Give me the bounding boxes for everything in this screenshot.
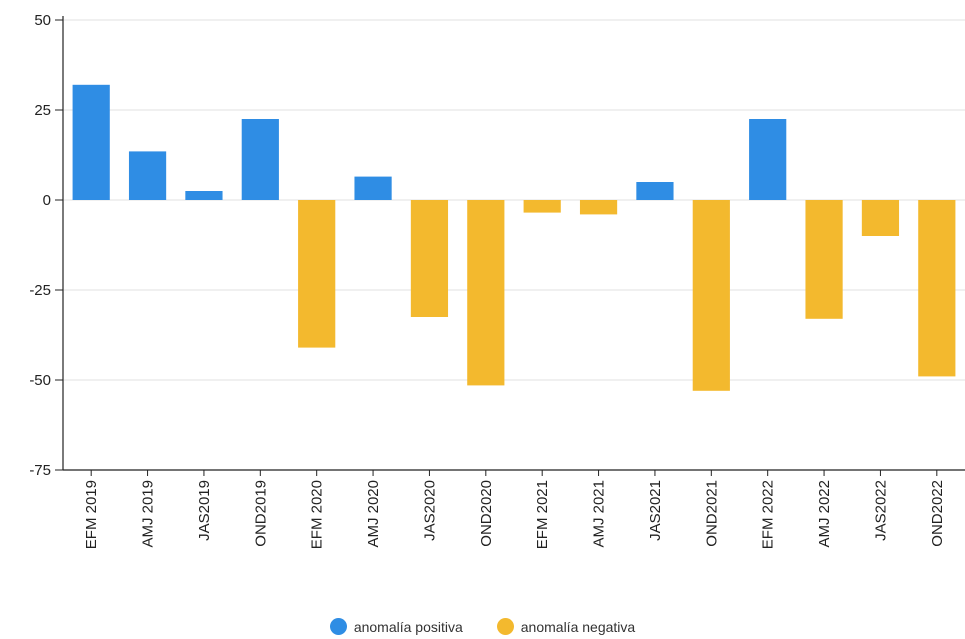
- x-tick-label: JAS2021: [647, 480, 664, 541]
- x-axis: EFM 2019 AMJ 2019 JAS2019 OND2019 EFM 2020 AM…: [63, 469, 965, 549]
- bar[interactable]: [805, 200, 843, 319]
- y-tick-label: 0: [43, 192, 51, 209]
- bar[interactable]: [579, 200, 618, 215]
- x-tick-label: EFM 2020: [309, 480, 326, 549]
- bar[interactable]: [410, 200, 449, 317]
- legend-swatch-negative: [496, 618, 514, 635]
- x-tick-label: AMJ 2019: [140, 480, 157, 548]
- x-tick-label: EFM 2022: [760, 480, 777, 549]
- bar[interactable]: [128, 151, 167, 200]
- bar[interactable]: [636, 182, 674, 200]
- bar[interactable]: [523, 200, 561, 213]
- legend: anomalía positiva anomalía negativa: [0, 618, 965, 635]
- bar[interactable]: [298, 200, 336, 348]
- x-tick-label: AMJ 2021: [591, 480, 608, 548]
- y-tick-label: -75: [29, 462, 51, 479]
- x-tick-label: JAS2019: [196, 480, 213, 541]
- legend-item-negative[interactable]: anomalía negativa: [496, 618, 636, 635]
- y-tick-label: -50: [29, 372, 51, 389]
- bar[interactable]: [861, 200, 900, 236]
- x-tick-label: AMJ 2022: [816, 480, 833, 548]
- legend-swatch-positive: [329, 618, 347, 635]
- y-tick-label: 25: [34, 102, 51, 119]
- bar[interactable]: [749, 119, 787, 200]
- bar[interactable]: [692, 200, 730, 391]
- bar[interactable]: [185, 191, 223, 200]
- x-tick-label: JAS2022: [872, 480, 889, 541]
- legend-label-negative: anomalía negativa: [520, 618, 636, 635]
- y-axis: 50 25 0 -25 -50 -75: [29, 12, 64, 479]
- x-tick-label: EFM 2019: [83, 480, 100, 549]
- x-tick-label: JAS2020: [421, 480, 438, 541]
- y-tick-label: 50: [34, 12, 51, 29]
- bar[interactable]: [241, 119, 279, 200]
- bars: [72, 84, 956, 391]
- x-tick-label: AMJ 2020: [365, 480, 382, 548]
- y-tick-label: -25: [29, 282, 51, 299]
- x-tick-label: OND2020: [478, 480, 495, 547]
- legend-item-positive[interactable]: anomalía positiva: [329, 618, 463, 635]
- bar[interactable]: [354, 176, 392, 200]
- bar[interactable]: [918, 200, 956, 377]
- x-tick-label: OND2019: [252, 480, 269, 547]
- x-tick-label: OND2021: [703, 480, 720, 547]
- bar[interactable]: [72, 84, 110, 200]
- legend-label-positive: anomalía positiva: [353, 618, 463, 635]
- x-tick-label: EFM 2021: [534, 480, 551, 549]
- x-tick-label: OND2022: [929, 480, 946, 547]
- anomaly-bar-chart: 50 25 0 -25 -50 -75 EFM 2019 AMJ 2019 JAS2019 ON…: [29, 12, 965, 549]
- bar[interactable]: [467, 200, 505, 386]
